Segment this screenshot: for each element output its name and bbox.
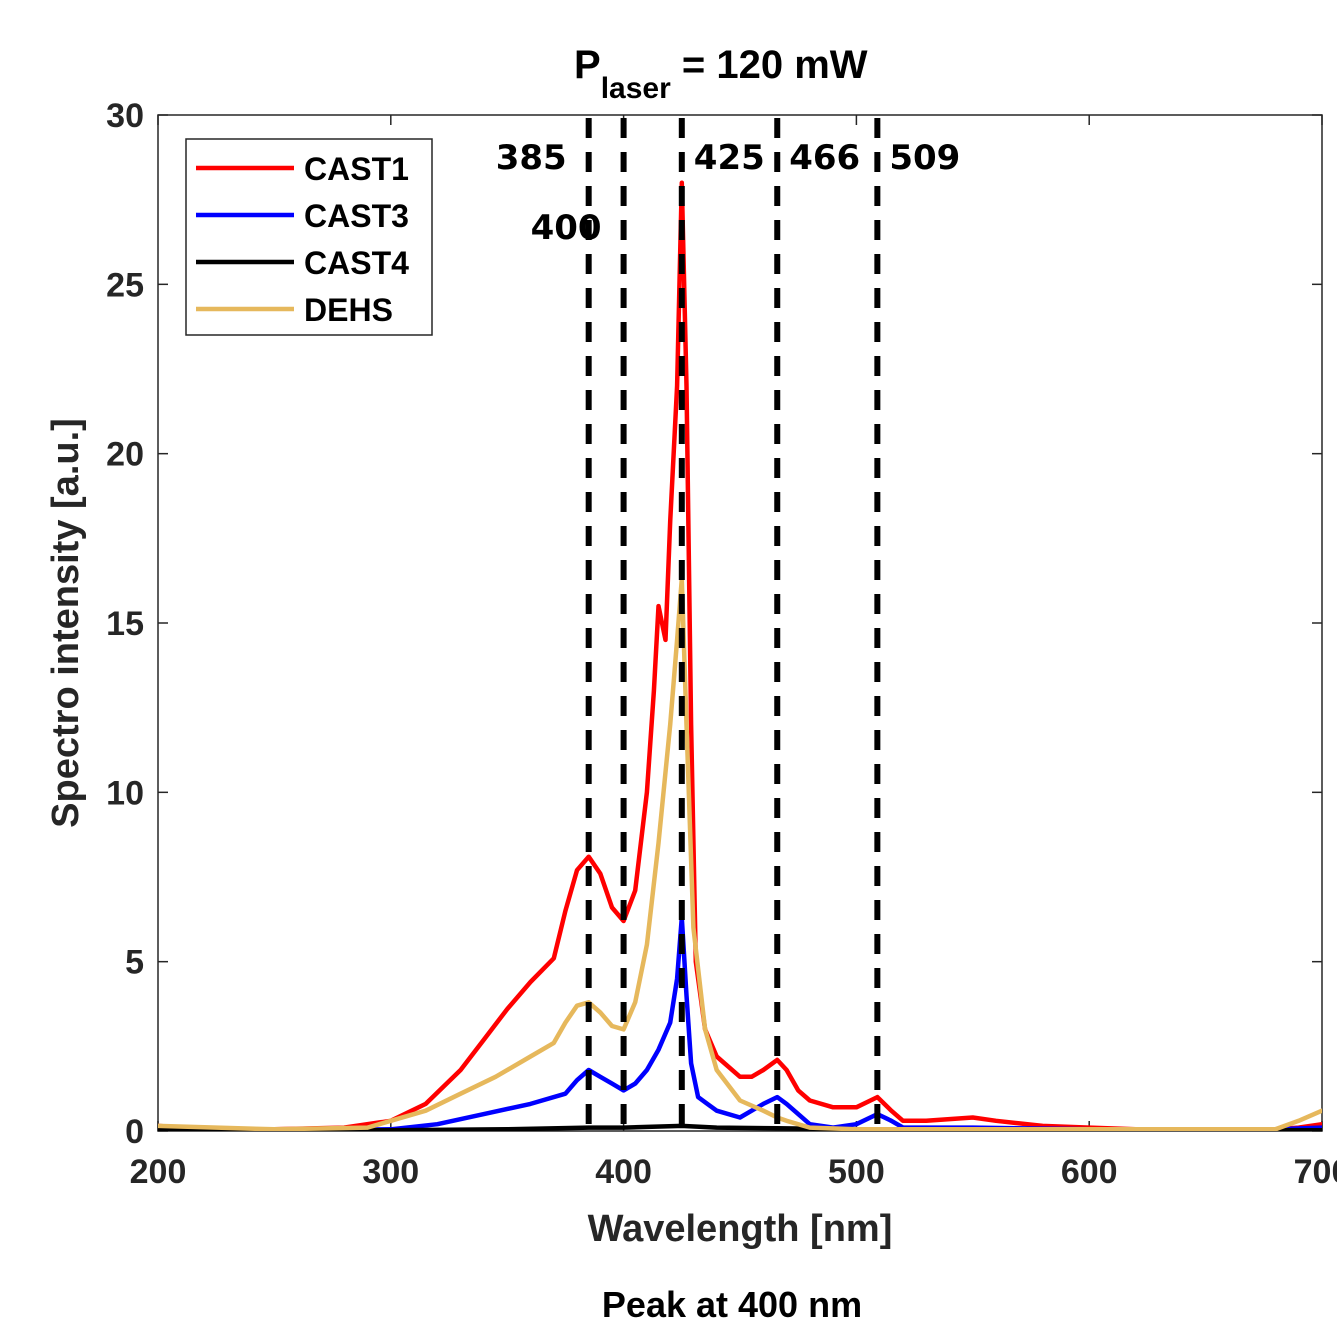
reference-label-425: 425	[694, 138, 765, 178]
y-tick-label: 5	[125, 944, 144, 982]
reference-label-466: 466	[789, 138, 860, 178]
y-tick-label: 0	[125, 1113, 144, 1151]
legend: CAST1 CAST3 CAST4 DEHS	[185, 138, 433, 336]
data-lines	[158, 180, 1322, 1131]
legend-box	[185, 138, 433, 336]
legend-label-dehs: DEHS	[304, 292, 393, 328]
y-tick-label: 30	[106, 97, 144, 135]
x-tick-label: 200	[130, 1153, 187, 1191]
reference-label-385: 385	[496, 138, 567, 178]
x-tick-label: 500	[828, 1153, 885, 1191]
legend-label-cast1: CAST1	[304, 151, 409, 187]
x-tick-label: 700	[1294, 1153, 1337, 1191]
x-axis-label: Wavelength [nm]	[588, 1208, 893, 1250]
chart-title: Plaser = 120 mW	[574, 43, 868, 105]
legend-label-cast4: CAST4	[304, 245, 409, 281]
x-tick-label: 400	[595, 1153, 652, 1191]
series-line-dehs	[158, 576, 1322, 1131]
axis-ticks: 200 300 400 500 600 700 0 5 10 15 20 25 30	[106, 97, 1337, 1191]
y-tick-label: 15	[106, 605, 144, 643]
series-line-cast1	[158, 180, 1322, 1131]
figure-caption: Peak at 400 nm	[602, 1284, 862, 1324]
y-tick-label: 25	[106, 266, 144, 304]
series-line-cast3	[158, 915, 1322, 1131]
reference-lines: 385 400 425 466 509	[496, 118, 960, 1131]
chart-title-suffix: = 120 mW	[671, 43, 868, 87]
x-tick-label: 600	[1061, 1153, 1118, 1191]
y-tick-label: 20	[106, 436, 144, 474]
chart-title-subscript: laser	[601, 72, 671, 105]
chart-title-prefix: P	[574, 43, 601, 87]
y-axis-label: Spectro intensity [a.u.]	[45, 418, 87, 828]
legend-label-cast3: CAST3	[304, 198, 409, 234]
x-tick-label: 300	[362, 1153, 419, 1191]
reference-label-400: 400	[531, 208, 602, 248]
y-tick-label: 10	[106, 774, 144, 812]
reference-label-509: 509	[889, 138, 960, 178]
